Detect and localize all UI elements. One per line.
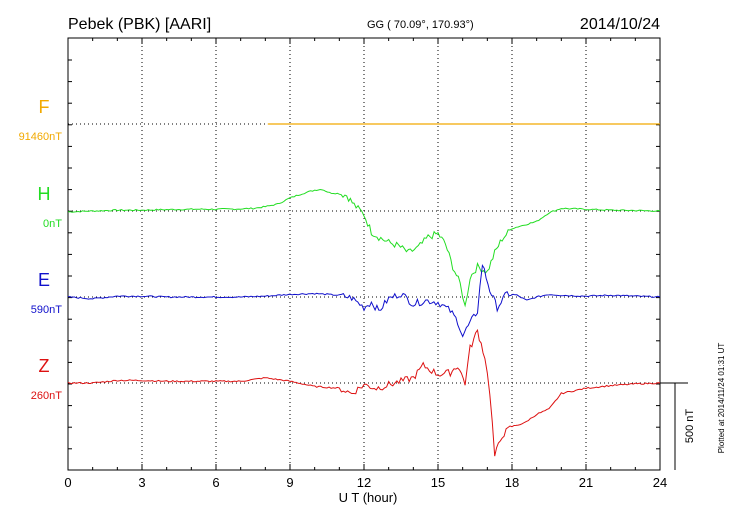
series-baseline-F: 91460nT [19,131,63,143]
series-name-F: F [39,97,50,117]
x-tick-label-6: 6 [212,475,219,490]
plotted-label: Plotted at 2014/11/24 01:31 UT [717,343,726,454]
series-name-Z: Z [39,356,50,376]
station-title: Pebek (PBK) [AARI] [68,16,211,33]
series-lines [67,123,661,457]
x-tick-label-12: 12 [357,475,371,490]
x-axis-label: U T (hour) [339,490,398,505]
x-tick-label-24: 24 [653,475,667,490]
x-tick-label-15: 15 [431,475,445,490]
series-baseline-H: 0nT [43,218,62,230]
series-line-E [68,263,661,338]
date-label: 2014/10/24 [580,16,660,33]
series-line-H [67,188,661,308]
axis-ticks: 0 3 6 9 12 15 18 21 24 [64,38,667,490]
x-tick-label-3: 3 [138,475,145,490]
series-baseline-E: 590nT [31,304,62,316]
series-labels: F 91460nT H 0nT E 590nT Z 260nT [19,97,63,402]
series-baseline-Z: 260nT [31,390,62,402]
coords-label: GG ( 70.09°, 170.93°) [367,19,474,31]
series-name-H: H [38,184,51,204]
x-tick-label-18: 18 [505,475,519,490]
scale-bar: 500 nT [660,382,696,470]
grid-lines [141,38,587,470]
scale-bar-label: 500 nT [684,409,696,444]
series-name-E: E [38,270,50,290]
series-line-Z [67,328,661,457]
x-tick-label-9: 9 [286,475,293,490]
x-tick-label-21: 21 [579,475,593,490]
x-tick-label-0: 0 [64,475,71,490]
